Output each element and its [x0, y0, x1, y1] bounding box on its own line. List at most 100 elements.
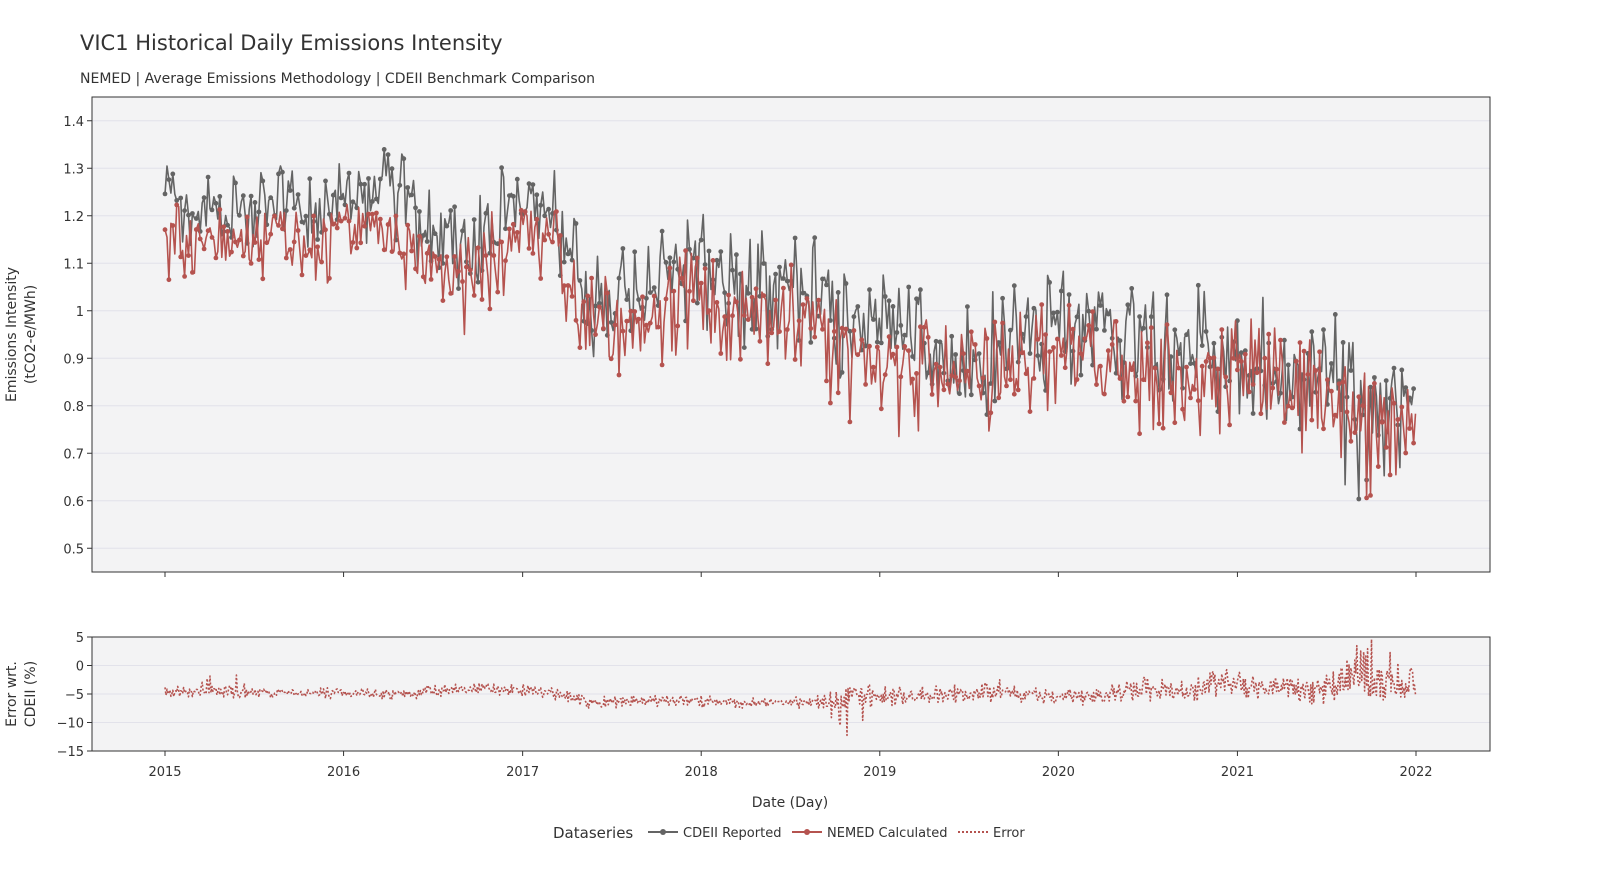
series-point-1-488 — [1117, 376, 1123, 381]
series-point-1-274 — [698, 280, 704, 286]
series-point-1-404 — [953, 374, 958, 380]
series-point-1-14 — [190, 270, 195, 275]
series-point-1-78 — [315, 244, 320, 250]
series-point-0-246 — [644, 295, 649, 301]
series-point-1-538 — [1215, 366, 1221, 372]
series-point-1-560 — [1258, 411, 1264, 417]
series-point-1-216 — [585, 293, 591, 299]
series-point-1-626 — [1387, 472, 1393, 478]
series-point-0-410 — [965, 304, 970, 309]
series-point-1-126 — [409, 248, 414, 254]
series-point-1-228 — [608, 356, 614, 362]
series-point-1-88 — [334, 225, 340, 231]
series-point-0-22 — [205, 174, 211, 180]
series-point-0-90 — [338, 195, 344, 201]
series-point-1-116 — [389, 249, 395, 255]
error-panel-frame — [91, 636, 1491, 752]
series-point-1-138 — [432, 254, 438, 259]
series-point-1-202 — [557, 233, 563, 238]
series-point-0-318 — [784, 278, 790, 284]
series-point-0-96 — [350, 199, 356, 205]
series-point-1-536 — [1211, 355, 1217, 361]
main-panel[interactable]: 0.5 0.6 0.7 0.8 0.9 1 1.1 1.2 1.3 1.4 — [63, 96, 1491, 756]
series-point-0-62 — [283, 208, 289, 214]
series-point-0-480 — [1102, 328, 1107, 333]
series-point-1-368 — [882, 372, 888, 378]
legend: Dataseries CDEII Reported NEMED Calculate… — [553, 824, 1025, 842]
main-gridlines — [92, 120, 1490, 549]
series-point-1-504 — [1148, 325, 1154, 331]
y-tick-label-1-4: 5 — [76, 631, 84, 646]
series-point-1-390 — [925, 334, 931, 340]
series-point-1-380 — [906, 348, 912, 354]
series-point-1-244 — [640, 294, 645, 300]
series-point-1-450 — [1043, 332, 1048, 337]
series-point-0-416 — [976, 351, 982, 356]
series-point-1-324 — [796, 318, 802, 324]
series-point-1-496 — [1133, 398, 1139, 404]
series-point-0-260 — [671, 259, 677, 265]
series-point-0-348 — [843, 281, 849, 286]
y-tick-label-0-0: 0.5 — [63, 542, 84, 557]
series-point-0-150 — [456, 286, 461, 291]
series-point-0-10 — [182, 208, 188, 214]
chart-title: VIC1 Historical Daily Emissions Intensit… — [80, 31, 503, 55]
series-point-1-360 — [867, 343, 872, 349]
series-point-1-30 — [221, 224, 227, 230]
series-point-1-82 — [323, 227, 328, 233]
series-point-1-68 — [295, 228, 301, 233]
series-point-0-306 — [761, 261, 767, 266]
series-point-1-376 — [898, 374, 904, 380]
series-point-0-274 — [698, 237, 704, 243]
error-y-ticks: −15 −10 −5 0 5 — [57, 631, 92, 760]
series-point-1-484 — [1109, 342, 1115, 347]
series-point-0-386 — [918, 287, 923, 293]
y-tick-label-0-4: 0.9 — [63, 352, 84, 367]
series-point-0-278 — [706, 248, 712, 254]
series-point-1-220 — [593, 332, 598, 337]
series-point-1-396 — [937, 364, 943, 370]
series-point-1-18 — [197, 236, 203, 242]
series-point-0-350 — [847, 328, 853, 334]
series-point-0-634 — [1403, 385, 1409, 390]
series-point-1-24 — [209, 235, 215, 240]
series-point-0-12 — [186, 212, 191, 218]
series-point-0-8 — [178, 195, 184, 201]
series-point-1-408 — [961, 351, 966, 356]
series-point-0-210 — [573, 221, 579, 226]
series-point-0-82 — [323, 178, 328, 184]
series-point-1-344 — [835, 390, 841, 396]
series-point-1-196 — [546, 231, 551, 237]
series-point-0-482 — [1105, 311, 1111, 317]
series-point-0-368 — [882, 294, 888, 299]
series-point-1-64 — [287, 247, 293, 252]
series-point-1-600 — [1336, 381, 1342, 387]
series-point-0-478 — [1098, 303, 1103, 308]
series-point-0-48 — [256, 209, 262, 215]
series-point-0-158 — [471, 217, 477, 223]
series-point-1-506 — [1152, 365, 1158, 371]
series-point-1-424 — [992, 319, 998, 325]
series-point-0-296 — [741, 345, 747, 350]
series-point-0-412 — [968, 392, 974, 398]
series-point-0-552 — [1242, 348, 1248, 354]
series-point-1-594 — [1325, 377, 1330, 383]
series-point-0-374 — [894, 330, 900, 335]
error-panel[interactable]: −15 −10 −5 0 5 — [57, 631, 1491, 760]
series-point-1-104 — [366, 211, 371, 217]
error-y-axis-unit: CDEII (%) — [23, 661, 39, 727]
series-point-1-210 — [573, 317, 579, 323]
series-point-1-10 — [182, 274, 188, 279]
series-point-1-552 — [1242, 351, 1248, 357]
series-point-1-234 — [620, 328, 626, 334]
series-point-1-346 — [839, 325, 845, 331]
series-point-1-8 — [178, 254, 184, 260]
y-tick-label-0-1: 0.6 — [63, 495, 84, 510]
series-point-1-2 — [166, 277, 172, 283]
series-point-1-310 — [769, 330, 775, 336]
series-point-0-54 — [268, 195, 274, 201]
series-point-0-282 — [714, 257, 720, 263]
series-point-0-68 — [295, 192, 301, 198]
series-point-1-566 — [1270, 385, 1276, 391]
series-point-1-286 — [722, 314, 728, 320]
